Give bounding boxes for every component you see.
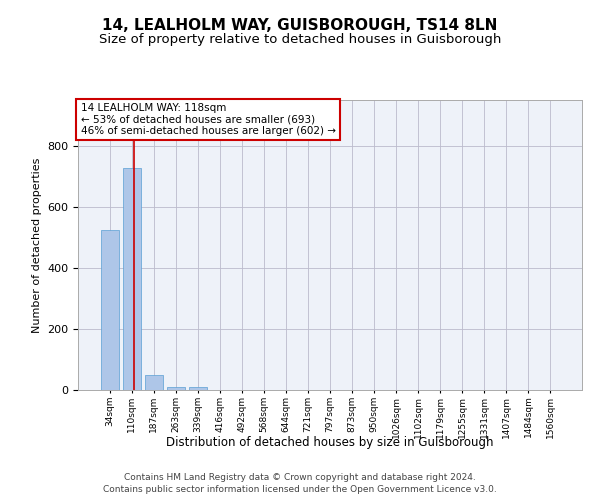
Bar [101,230,119,390]
Bar [167,386,185,390]
Text: Contains HM Land Registry data © Crown copyright and database right 2024.: Contains HM Land Registry data © Crown c… [124,473,476,482]
Bar [123,168,140,390]
Text: Contains public sector information licensed under the Open Government Licence v3: Contains public sector information licen… [103,484,497,494]
Bar [145,376,163,390]
Text: 14 LEALHOLM WAY: 118sqm
← 53% of detached houses are smaller (693)
46% of semi-d: 14 LEALHOLM WAY: 118sqm ← 53% of detache… [80,103,335,136]
Text: Size of property relative to detached houses in Guisborough: Size of property relative to detached ho… [99,32,501,46]
Text: 14, LEALHOLM WAY, GUISBOROUGH, TS14 8LN: 14, LEALHOLM WAY, GUISBOROUGH, TS14 8LN [103,18,497,32]
Bar [189,387,206,390]
Y-axis label: Number of detached properties: Number of detached properties [32,158,41,332]
Text: Distribution of detached houses by size in Guisborough: Distribution of detached houses by size … [166,436,494,449]
